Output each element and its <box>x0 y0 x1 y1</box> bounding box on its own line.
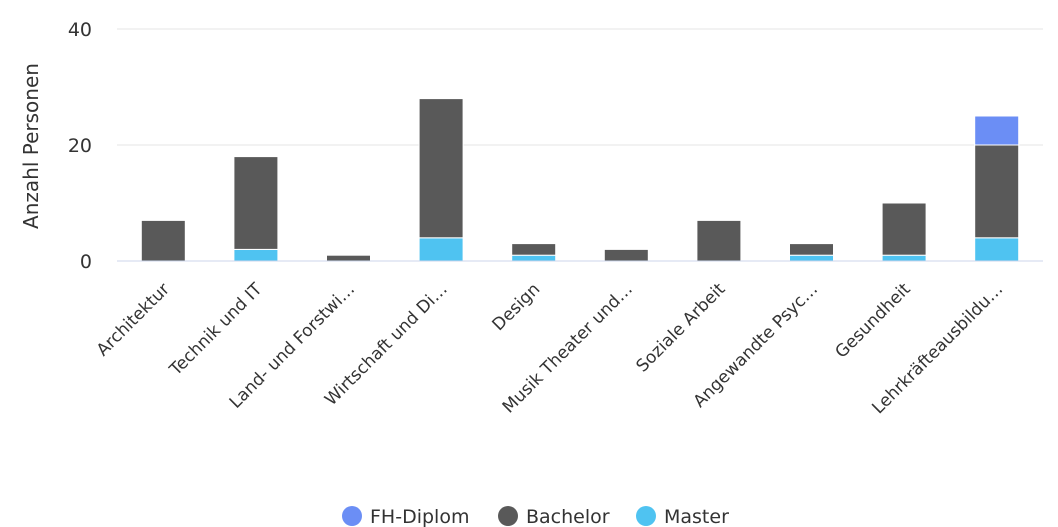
y-tick-label: 20 <box>68 135 92 157</box>
legend-item-fh-diplom[interactable]: FH-Diplom <box>342 506 469 527</box>
bar-segment-fh-diplom[interactable] <box>974 115 1020 146</box>
bar-segment-bachelor[interactable] <box>974 144 1020 239</box>
legend-label: Bachelor <box>526 506 610 527</box>
bar-segment-bachelor[interactable] <box>789 243 834 256</box>
bar-segment-bachelor[interactable] <box>881 202 927 256</box>
y-tick-label: 40 <box>68 19 92 41</box>
bar-segment-master[interactable] <box>789 254 834 262</box>
x-category-label: Architektur <box>93 279 174 360</box>
bar-segment-bachelor[interactable] <box>511 243 557 256</box>
legend-marker <box>636 506 656 526</box>
bar-segment-bachelor[interactable] <box>326 254 371 262</box>
gridlines <box>117 28 1043 146</box>
y-tick-label: 0 <box>80 251 92 273</box>
y-axis-ticks: 0 20 40 <box>68 19 92 273</box>
legend-label: FH-Diplom <box>370 506 469 527</box>
bar-segment-bachelor[interactable] <box>233 156 279 250</box>
x-category-label: Gesundheit <box>832 279 915 362</box>
bar-segment-master[interactable] <box>881 254 927 262</box>
y-axis-title: Anzahl Personen <box>19 63 43 229</box>
bar-segment-bachelor[interactable] <box>140 219 186 262</box>
bar-segment-master[interactable] <box>418 237 464 262</box>
bar-segment-master[interactable] <box>233 248 279 262</box>
legend-item-master[interactable]: Master <box>636 506 729 527</box>
bar-segment-bachelor[interactable] <box>696 219 742 262</box>
legend: FH-Diplom Bachelor Master <box>342 506 729 527</box>
legend-label: Master <box>664 506 729 527</box>
bars <box>140 98 1020 262</box>
bar-segment-bachelor[interactable] <box>418 98 464 239</box>
x-category-label: Design <box>489 279 545 335</box>
x-category-label: Technik und IT <box>165 279 267 381</box>
bar-segment-bachelor[interactable] <box>603 248 649 262</box>
bar-segment-master[interactable] <box>511 254 557 262</box>
legend-item-bachelor[interactable]: Bachelor <box>498 506 610 527</box>
bar-segment-master[interactable] <box>974 237 1020 262</box>
legend-marker <box>342 506 362 526</box>
legend-marker <box>498 506 518 526</box>
x-category-label: Soziale Arbeit <box>632 279 729 376</box>
